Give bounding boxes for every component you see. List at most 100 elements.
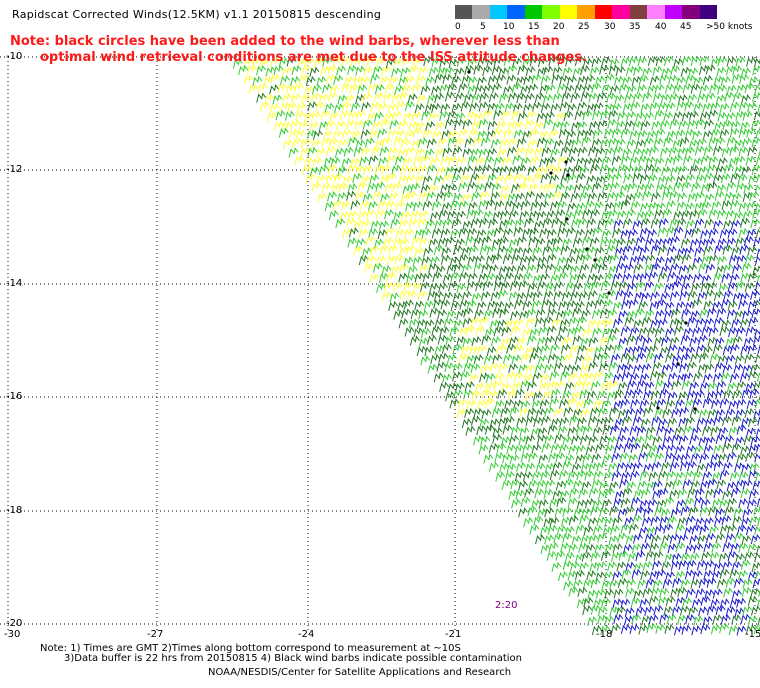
wind-barb xyxy=(433,298,444,309)
wind-barb xyxy=(754,57,760,68)
wind-barb xyxy=(693,444,704,456)
wind-barb xyxy=(386,254,397,265)
wind-barb xyxy=(523,373,534,384)
wind-barb xyxy=(618,337,629,348)
wind-barb xyxy=(482,280,493,292)
wind-barb xyxy=(246,64,257,75)
wind-barb xyxy=(535,533,545,545)
wind-barb xyxy=(548,542,559,553)
wind-barb xyxy=(384,83,395,94)
wind-barb xyxy=(712,300,722,312)
wind-barb xyxy=(612,570,623,582)
wind-barb xyxy=(489,418,500,429)
wind-barb xyxy=(713,121,724,132)
wind-barb xyxy=(750,218,760,229)
wind-barb xyxy=(529,128,540,139)
wind-barb xyxy=(677,345,688,356)
wind-barb xyxy=(404,100,415,112)
wind-barb xyxy=(571,462,582,474)
wind-barb xyxy=(649,370,660,381)
wind-barb xyxy=(552,92,563,103)
wind-barb xyxy=(603,470,614,482)
wind-barb xyxy=(300,137,311,149)
wind-barb xyxy=(340,56,351,67)
wind-barb xyxy=(675,596,686,607)
wind-barb xyxy=(663,55,674,66)
wind-barb xyxy=(569,273,580,284)
wind-barb xyxy=(654,255,665,267)
wind-barb xyxy=(718,453,729,464)
wind-barb xyxy=(263,75,274,86)
wind-barb xyxy=(560,244,571,256)
wind-barb xyxy=(399,289,410,300)
wind-barb xyxy=(738,569,748,581)
wind-barb xyxy=(687,119,698,130)
wind-barb xyxy=(644,309,655,320)
wind-barb xyxy=(710,57,721,68)
longitude-label: -24 xyxy=(298,629,315,640)
wind-barb xyxy=(326,119,337,131)
wind-barb xyxy=(493,127,504,139)
wind-barb xyxy=(446,353,457,364)
wind-barb xyxy=(736,326,746,338)
wind-barb xyxy=(458,227,469,238)
wind-barb xyxy=(535,408,546,419)
wind-barb xyxy=(514,388,525,399)
wind-barb xyxy=(570,92,581,103)
wind-barb xyxy=(597,263,608,274)
wind-barb xyxy=(283,138,293,150)
wind-barb xyxy=(429,307,440,318)
wind-barb xyxy=(693,615,704,626)
wind-barb xyxy=(616,238,626,249)
wind-barb xyxy=(512,102,523,114)
wind-barb xyxy=(655,55,666,67)
wind-barb xyxy=(553,139,564,150)
wind-barb xyxy=(431,227,442,239)
wind-barb xyxy=(582,355,593,366)
wind-barb xyxy=(577,101,588,112)
wind-barb xyxy=(543,488,554,499)
wind-barb xyxy=(668,74,678,85)
wind-barb xyxy=(642,190,653,201)
wind-barb xyxy=(722,344,733,356)
wind-barb xyxy=(296,102,307,113)
wind-barb xyxy=(353,75,364,86)
wind-barb xyxy=(561,92,572,103)
wind-barb xyxy=(652,579,663,590)
wind-barb xyxy=(731,246,742,257)
wind-barb xyxy=(671,454,682,465)
wind-barb xyxy=(270,73,281,84)
wind-barb xyxy=(541,298,552,310)
wind-barb xyxy=(639,345,650,356)
wind-barb xyxy=(612,516,623,527)
wind-barb xyxy=(547,524,558,535)
wind-barb xyxy=(755,156,760,166)
wind-barb xyxy=(732,263,742,275)
wind-barb xyxy=(747,542,758,554)
wind-barb xyxy=(655,128,666,139)
wind-barb xyxy=(632,415,643,427)
wind-barb xyxy=(721,319,731,330)
wind-barb xyxy=(380,192,390,204)
wind-barb xyxy=(493,109,504,120)
wind-barb xyxy=(608,64,619,75)
wind-barb xyxy=(568,586,579,597)
wind-barb xyxy=(328,209,339,221)
wind-barb xyxy=(372,262,383,273)
wind-barb xyxy=(442,73,453,84)
wind-barb xyxy=(589,406,600,418)
wind-barb xyxy=(603,173,614,184)
wind-barb xyxy=(587,289,598,301)
wind-barb xyxy=(562,460,573,471)
wind-barb xyxy=(586,174,597,186)
wind-barb xyxy=(741,388,752,399)
wind-barb xyxy=(454,118,465,129)
wind-barb xyxy=(597,614,608,625)
wind-barb xyxy=(745,325,756,337)
wind-barb xyxy=(522,175,533,186)
wind-barb xyxy=(599,336,610,347)
wind-barb xyxy=(310,92,321,103)
wind-barb xyxy=(635,308,645,319)
wind-barb xyxy=(425,120,436,132)
wind-barb xyxy=(506,74,517,85)
